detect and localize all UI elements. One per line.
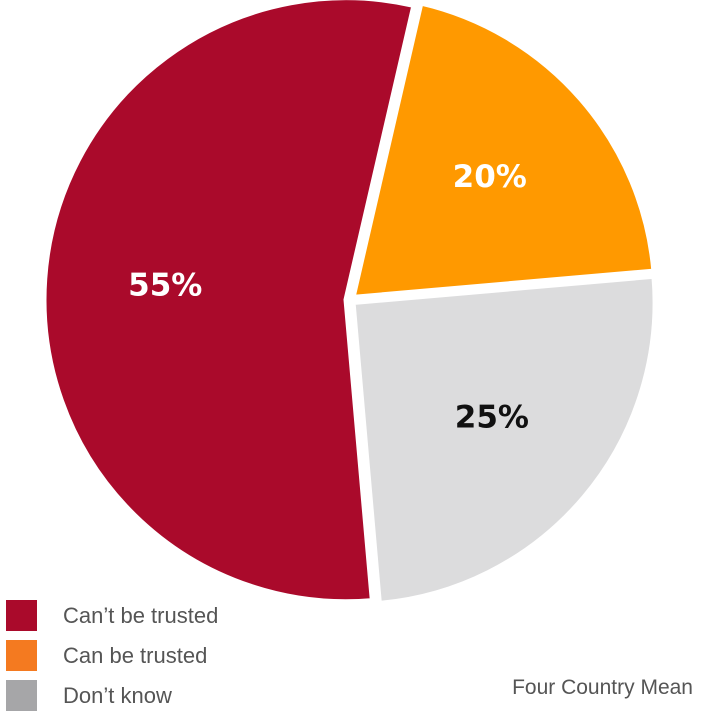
pie-slice-cant-be-trusted — [41, 0, 417, 605]
legend-swatch-dont-know — [6, 680, 37, 711]
legend-swatch-cant-be-trusted — [6, 600, 37, 631]
legend-label-cant-be-trusted: Can’t be trusted — [63, 603, 219, 628]
legend-label-can-be-trusted: Can be trusted — [63, 643, 208, 668]
pie-slice-dont-know — [350, 273, 658, 607]
data-label-dont-know: 25% — [455, 400, 529, 436]
data-label-cant-be-trusted: 55% — [128, 268, 202, 304]
legend-label-dont-know: Don’t know — [63, 683, 172, 708]
legend-swatch-can-be-trusted — [6, 640, 37, 671]
chart-note: Four Country Mean — [512, 676, 693, 699]
data-label-can-be-trusted: 20% — [453, 159, 527, 195]
pie-slice-can-be-trusted — [349, 0, 657, 301]
